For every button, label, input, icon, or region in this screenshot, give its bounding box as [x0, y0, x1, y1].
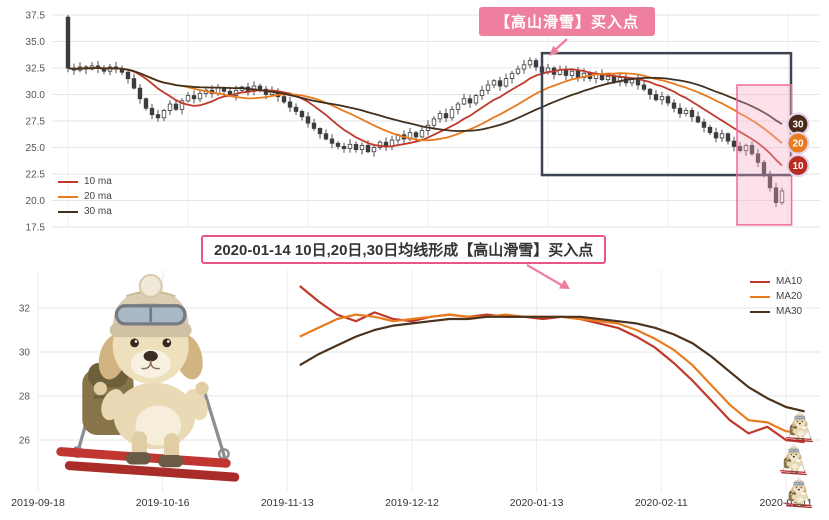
legend-item-20ma: 20 ma [58, 191, 112, 202]
svg-text:32.5: 32.5 [26, 64, 46, 75]
legend-item-10ma: 10 ma [58, 176, 112, 187]
legend-label-ma20: MA20 [776, 291, 803, 302]
ma10-line [67, 67, 783, 167]
svg-text:30: 30 [792, 120, 804, 131]
svg-text:30.0: 30.0 [26, 90, 46, 101]
pattern-annotation: 2020-01-14 10日,20日,30日均线形成【高山滑雪】买入点 [201, 235, 607, 264]
svg-text:35.0: 35.0 [26, 37, 46, 48]
x-tick-label: 2019-12-12 [385, 497, 439, 509]
buy-point-callout-text: 【高山滑雪】买入点 [495, 14, 640, 31]
x-tick-label: 2019-11-13 [260, 497, 314, 509]
svg-text:30: 30 [19, 348, 31, 359]
top-chart-svg: 37.5 35.0 32.5 30.0 27.5 25.0 22.5 20.0 17.5 30 20… [26, 11, 820, 233]
legend-label-10ma: 10 ma [84, 176, 112, 187]
annotation-arrow [559, 279, 570, 289]
legend-item-30ma: 30 ma [58, 206, 112, 217]
legend-swatch-30ma [58, 210, 78, 213]
x-tick-label: 2020-03-11 [759, 497, 813, 509]
svg-text:20: 20 [792, 139, 804, 150]
legend-item-ma20: MA20 [750, 291, 802, 302]
ma-badge-20 [786, 131, 810, 155]
x-tick-label: 2019-10-16 [135, 497, 190, 509]
x-tick-label: 2020-02-11 [634, 497, 688, 509]
legend-item-ma10: MA10 [750, 276, 802, 287]
svg-text:20.0: 20.0 [26, 196, 46, 207]
svg-text:26: 26 [19, 436, 31, 447]
legend-label-20ma: 20 ma [84, 191, 112, 202]
ma30-line [67, 67, 783, 132]
legend-label-ma10: MA10 [776, 276, 803, 287]
legend-label-ma30: MA30 [776, 306, 803, 317]
legend-swatch-ma20 [750, 295, 770, 298]
callout-arrow [549, 45, 560, 56]
svg-text:25.0: 25.0 [26, 143, 46, 154]
ma10-line [299, 285, 805, 444]
legend-item-ma30: MA30 [750, 306, 802, 317]
svg-text:32: 32 [19, 304, 31, 315]
legend-swatch-20ma [58, 195, 78, 198]
svg-text:10: 10 [792, 161, 804, 172]
svg-text:22.5: 22.5 [26, 170, 46, 181]
bottom-chart-legend: MA10 MA20 MA30 [750, 276, 802, 317]
x-tick-label: 2020-01-13 [509, 497, 564, 509]
buy-point-callout: 【高山滑雪】买入点 [479, 7, 656, 36]
svg-text:28: 28 [19, 392, 31, 403]
svg-text:37.5: 37.5 [26, 11, 46, 22]
x-tick-label: 2019-09-18 [11, 497, 65, 509]
x-axis-labels: 2019-09-18 2019-10-16 2019-11-13 2019-12-12… [0, 497, 829, 513]
legend-swatch-10ma [58, 180, 78, 183]
bottom-chart-svg: 32 30 28 26 [19, 264, 820, 492]
pattern-annotation-text: 2020-01-14 10日,20日,30日均线形成【高山滑雪】买入点 [214, 242, 594, 259]
legend-label-30ma: 30 ma [84, 206, 112, 217]
crash-highlight-band [736, 84, 793, 226]
ma20-line [299, 313, 805, 435]
svg-text:17.5: 17.5 [26, 223, 46, 233]
ma30-line [299, 315, 805, 413]
svg-text:27.5: 27.5 [26, 117, 46, 128]
ma-badge-10 [786, 153, 810, 178]
top-chart-legend: 10 ma 20 ma 30 ma [58, 176, 112, 217]
candles-group [65, 15, 785, 208]
legend-swatch-ma30 [750, 310, 770, 313]
legend-swatch-ma10 [750, 280, 770, 283]
